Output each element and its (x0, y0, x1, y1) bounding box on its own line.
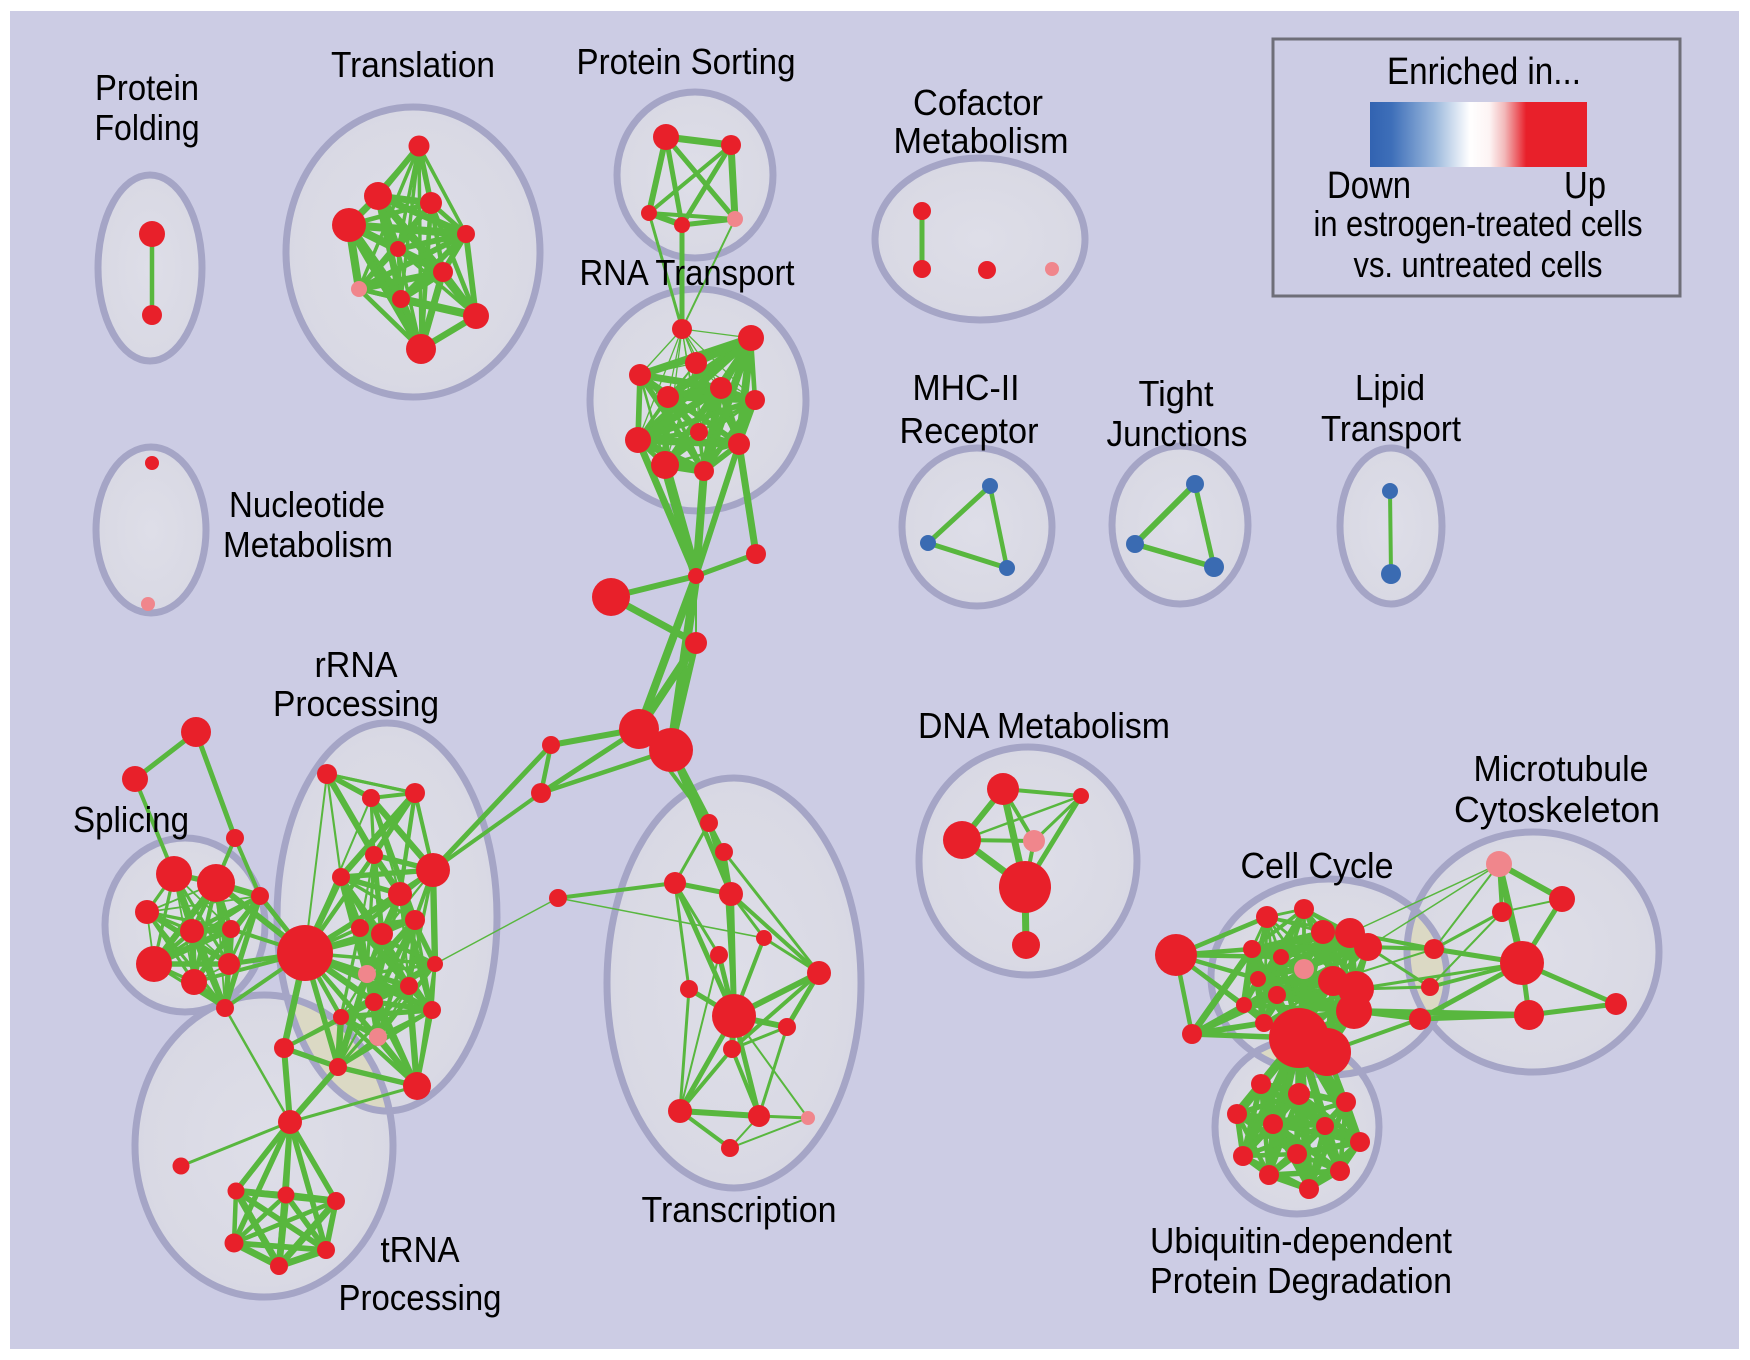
svg-text:Processing: Processing (273, 683, 439, 724)
svg-text:Metabolism: Metabolism (223, 524, 393, 565)
svg-text:Cofactor: Cofactor (913, 82, 1043, 123)
svg-text:Protein Sorting: Protein Sorting (577, 41, 796, 82)
svg-text:Metabolism: Metabolism (894, 120, 1069, 161)
svg-text:Cytoskeleton: Cytoskeleton (1454, 789, 1660, 830)
svg-text:rRNA: rRNA (315, 644, 398, 685)
svg-text:Transport: Transport (1321, 408, 1461, 449)
svg-text:Down: Down (1327, 165, 1411, 207)
svg-text:in estrogen-treated cells: in estrogen-treated cells (1314, 203, 1643, 244)
svg-text:Enriched in...: Enriched in... (1387, 51, 1581, 93)
svg-text:Up: Up (1564, 165, 1606, 207)
svg-text:Lipid: Lipid (1355, 367, 1425, 408)
svg-text:Cell Cycle: Cell Cycle (1241, 845, 1394, 886)
svg-text:Junctions: Junctions (1107, 413, 1248, 454)
svg-text:Protein Degradation: Protein Degradation (1150, 1260, 1452, 1301)
svg-text:DNA Metabolism: DNA Metabolism (918, 705, 1170, 746)
svg-text:MHC-II: MHC-II (913, 367, 1020, 408)
svg-text:Microtubule: Microtubule (1474, 748, 1649, 789)
svg-text:Nucleotide: Nucleotide (229, 484, 385, 525)
svg-text:Processing: Processing (339, 1277, 502, 1318)
svg-text:tRNA: tRNA (381, 1229, 460, 1270)
svg-text:Translation: Translation (331, 44, 495, 85)
svg-text:RNA Transport: RNA Transport (580, 252, 795, 293)
svg-text:Receptor: Receptor (900, 410, 1039, 451)
svg-text:Transcription: Transcription (642, 1189, 837, 1230)
svg-text:Protein: Protein (95, 67, 199, 108)
svg-text:vs. untreated cells: vs. untreated cells (1354, 244, 1603, 285)
svg-text:Ubiquitin-dependent: Ubiquitin-dependent (1150, 1220, 1452, 1261)
svg-text:Splicing: Splicing (73, 799, 189, 840)
svg-text:Folding: Folding (95, 107, 200, 148)
svg-text:Tight: Tight (1139, 373, 1214, 414)
